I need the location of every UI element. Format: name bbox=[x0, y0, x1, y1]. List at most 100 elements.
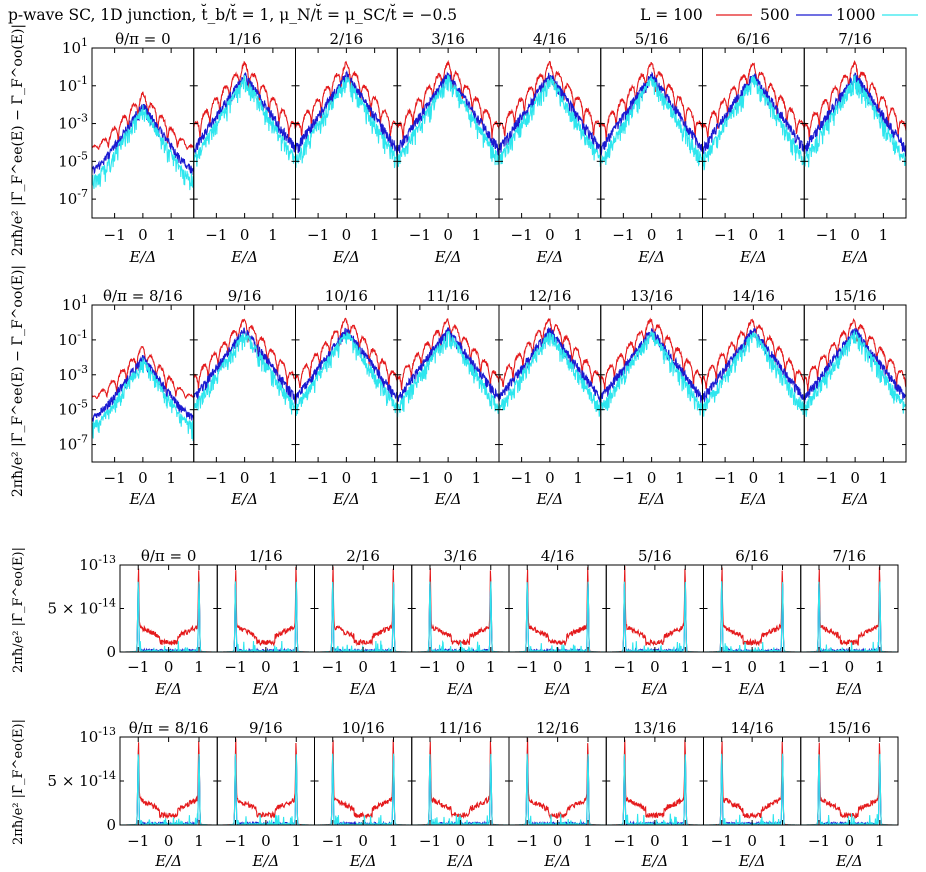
figure-title: p-wave SC, 1D junction, t̆_b/t̆ = 1, μ_N… bbox=[8, 5, 457, 24]
x-tick-label: −1 bbox=[711, 832, 733, 850]
series-L100 bbox=[217, 738, 315, 825]
x-tick-label: 0 bbox=[650, 832, 660, 850]
series-L100 bbox=[314, 739, 412, 825]
x-axis-label: E/Δ bbox=[835, 852, 863, 870]
series-L500 bbox=[509, 756, 607, 825]
x-axis-label: E/Δ bbox=[738, 680, 766, 698]
x-tick-label: 0 bbox=[164, 832, 174, 850]
legend-label-1000: 1000 bbox=[836, 6, 875, 24]
x-tick-label: 0 bbox=[342, 469, 352, 487]
panel-frame bbox=[91, 47, 195, 219]
x-tick-label: 1 bbox=[777, 469, 787, 487]
x-tick-label: −1 bbox=[322, 658, 344, 676]
series-L100 bbox=[411, 568, 509, 652]
panel-title: 13/16 bbox=[630, 287, 673, 305]
series-L100 bbox=[193, 318, 296, 391]
legend-label-500: 500 bbox=[760, 6, 790, 24]
panel: −1 0 1 E/Δ 3/16 bbox=[396, 30, 500, 266]
x-tick-label: 0 bbox=[545, 226, 555, 244]
y-tick-label: 10-1 bbox=[58, 328, 88, 349]
x-axis-label: E/Δ bbox=[349, 852, 377, 870]
series-L100 bbox=[804, 59, 906, 140]
series-L500 bbox=[314, 583, 412, 652]
panel-title: θ/π = 8/16 bbox=[129, 719, 209, 737]
panel-title: 2/16 bbox=[330, 30, 364, 48]
panel: −1 0 1 E/Δ 15/16 bbox=[800, 719, 899, 870]
x-tick-label: −1 bbox=[224, 832, 246, 850]
x-tick-label: 0 bbox=[650, 658, 660, 676]
x-tick-label: 1 bbox=[268, 469, 278, 487]
series-L100 bbox=[702, 62, 805, 139]
panel-title: 1/16 bbox=[228, 30, 262, 48]
y-tick-label: 0 bbox=[106, 643, 116, 661]
x-axis-label: E/Δ bbox=[739, 248, 767, 266]
series-L1000 bbox=[295, 332, 398, 416]
panel-title: 7/16 bbox=[833, 547, 867, 565]
x-axis-label: E/Δ bbox=[543, 852, 571, 870]
y-tick-label: 10-3 bbox=[58, 363, 88, 384]
series-L1000 bbox=[600, 76, 703, 167]
row-lower-row-2: 10-13 5 × 10-14 0 −1 0 1 E/Δ θ/π = 8/16 −1 0 1 E/Δ 9… bbox=[48, 719, 899, 870]
series-L100 bbox=[92, 345, 194, 400]
x-tick-label: 0 bbox=[358, 832, 368, 850]
x-axis-label: E/Δ bbox=[835, 680, 863, 698]
x-tick-label: 1 bbox=[194, 658, 204, 676]
x-tick-label: 1 bbox=[370, 226, 380, 244]
panel: −1 0 1 E/Δ θ/π = 0 bbox=[119, 547, 218, 698]
ylabel-lower-1: 2πħ/e² |Γ̄_F^eo(E)| bbox=[11, 547, 26, 673]
panel: −1 0 1 E/Δ θ/π = 8/16 bbox=[91, 287, 195, 508]
x-tick-label: −1 bbox=[714, 469, 736, 487]
panel-frame bbox=[119, 564, 218, 653]
x-tick-label: −1 bbox=[409, 469, 431, 487]
x-tick-label: −1 bbox=[613, 832, 635, 850]
series-L100 bbox=[509, 737, 607, 825]
series-L100 bbox=[193, 60, 296, 140]
panel-title: 7/16 bbox=[838, 30, 872, 48]
x-tick-label: 1 bbox=[875, 832, 885, 850]
x-tick-label: −1 bbox=[816, 469, 838, 487]
x-tick-label: 1 bbox=[268, 226, 278, 244]
x-tick-label: −1 bbox=[808, 832, 830, 850]
panel-frame bbox=[119, 736, 218, 826]
panel: −1 0 1E/Δ2/16 bbox=[314, 547, 413, 698]
x-axis-label: E/Δ bbox=[637, 248, 665, 266]
panel-title: 4/16 bbox=[533, 30, 567, 48]
panel: −1 0 1E/Δ2/16 bbox=[295, 30, 398, 266]
panel: −1 0 1 E/Δ 14/16 bbox=[702, 287, 805, 508]
row-lower-row-1: 10-13 5 × 10-14 0 −1 0 1 E/Δ θ/π = 0 −1 0 1 E/Δ 1/16… bbox=[48, 547, 899, 698]
x-tick-label: 0 bbox=[647, 226, 657, 244]
x-tick-label: 1 bbox=[875, 658, 885, 676]
x-tick-label: 0 bbox=[358, 658, 368, 676]
x-axis-label: E/Δ bbox=[739, 490, 767, 508]
x-tick-label: 0 bbox=[240, 226, 250, 244]
x-tick-label: 0 bbox=[164, 658, 174, 676]
x-axis-label: E/Δ bbox=[128, 490, 156, 508]
x-tick-label: 0 bbox=[443, 469, 453, 487]
panel: −1 0 1 E/Δ 5/16 bbox=[605, 547, 704, 698]
x-axis-label: E/Δ bbox=[332, 248, 360, 266]
x-axis-label: E/Δ bbox=[535, 248, 563, 266]
panel: −1 0 1 E/Δ 6/16 bbox=[703, 547, 802, 698]
series-L1000 bbox=[397, 330, 499, 418]
y-tick-label: 10-5 bbox=[58, 398, 88, 419]
panel-frame bbox=[508, 564, 607, 653]
x-tick-label: −1 bbox=[205, 469, 227, 487]
series-L1000 bbox=[509, 753, 607, 825]
series-L1000 bbox=[702, 332, 805, 417]
panel: −1 0 1 E/Δ 10/16 bbox=[295, 287, 398, 508]
x-tick-label: −1 bbox=[419, 658, 441, 676]
x-tick-label: 1 bbox=[777, 226, 787, 244]
x-tick-label: −1 bbox=[322, 832, 344, 850]
series-L1000 bbox=[509, 581, 607, 652]
series-L100 bbox=[92, 91, 194, 151]
series-L100 bbox=[120, 568, 218, 652]
series-L100 bbox=[702, 318, 805, 389]
x-tick-label: 1 bbox=[389, 832, 399, 850]
x-axis-label: E/Δ bbox=[154, 680, 182, 698]
series-L100 bbox=[800, 742, 898, 825]
x-tick-label: 1 bbox=[583, 658, 593, 676]
panel-frame bbox=[314, 736, 413, 826]
x-tick-label: 1 bbox=[778, 832, 788, 850]
x-tick-label: −1 bbox=[127, 832, 149, 850]
